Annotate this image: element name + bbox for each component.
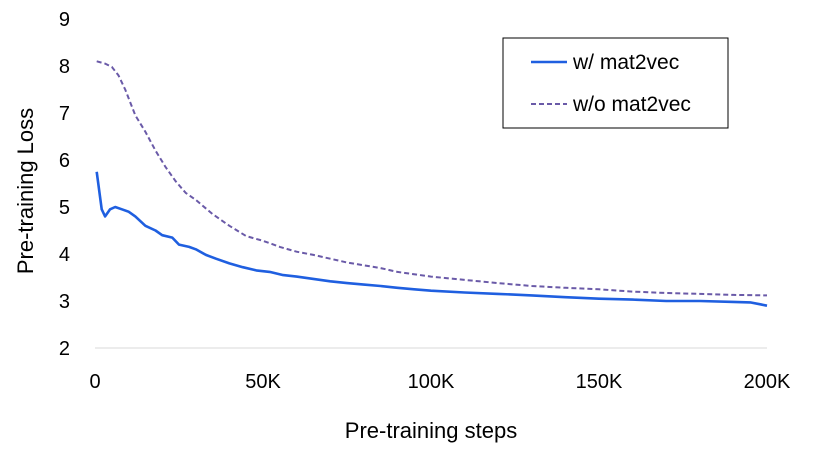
x-tick-label: 100K [408, 371, 455, 393]
legend: w/ mat2vec w/o mat2vec [502, 37, 729, 129]
x-tick-label: 50K [245, 371, 281, 393]
x-tick-label: 150K [576, 371, 623, 393]
legend-label-w-mat2vec: w/ mat2vec [572, 51, 679, 74]
series-line-w-mat2vec [95, 171, 768, 307]
y-tick-label: 9 [59, 9, 70, 31]
y-tick-label: 4 [59, 244, 70, 266]
y-tick-label: 6 [59, 150, 70, 172]
legend-label-wo-mat2vec: w/o mat2vec [572, 93, 691, 116]
legend-box [502, 37, 729, 129]
y-tick-label: 3 [59, 291, 70, 313]
x-axis-title: Pre-training steps [345, 418, 517, 443]
y-axis-ticks: 2 3 4 5 6 7 8 9 [59, 9, 70, 360]
y-tick-label: 2 [59, 338, 70, 360]
series-line-wo-mat2vec [96, 60, 768, 297]
x-tick-label: 200K [744, 371, 791, 393]
y-tick-label: 7 [59, 103, 70, 125]
y-tick-label: 5 [59, 197, 70, 219]
y-tick-label: 8 [59, 56, 70, 78]
plot-area [95, 60, 768, 307]
x-axis-ticks: 0 50K 100K 150K 200K [89, 371, 791, 393]
x-tick-label: 0 [89, 371, 100, 393]
y-axis-title: Pre-training Loss [13, 108, 38, 274]
